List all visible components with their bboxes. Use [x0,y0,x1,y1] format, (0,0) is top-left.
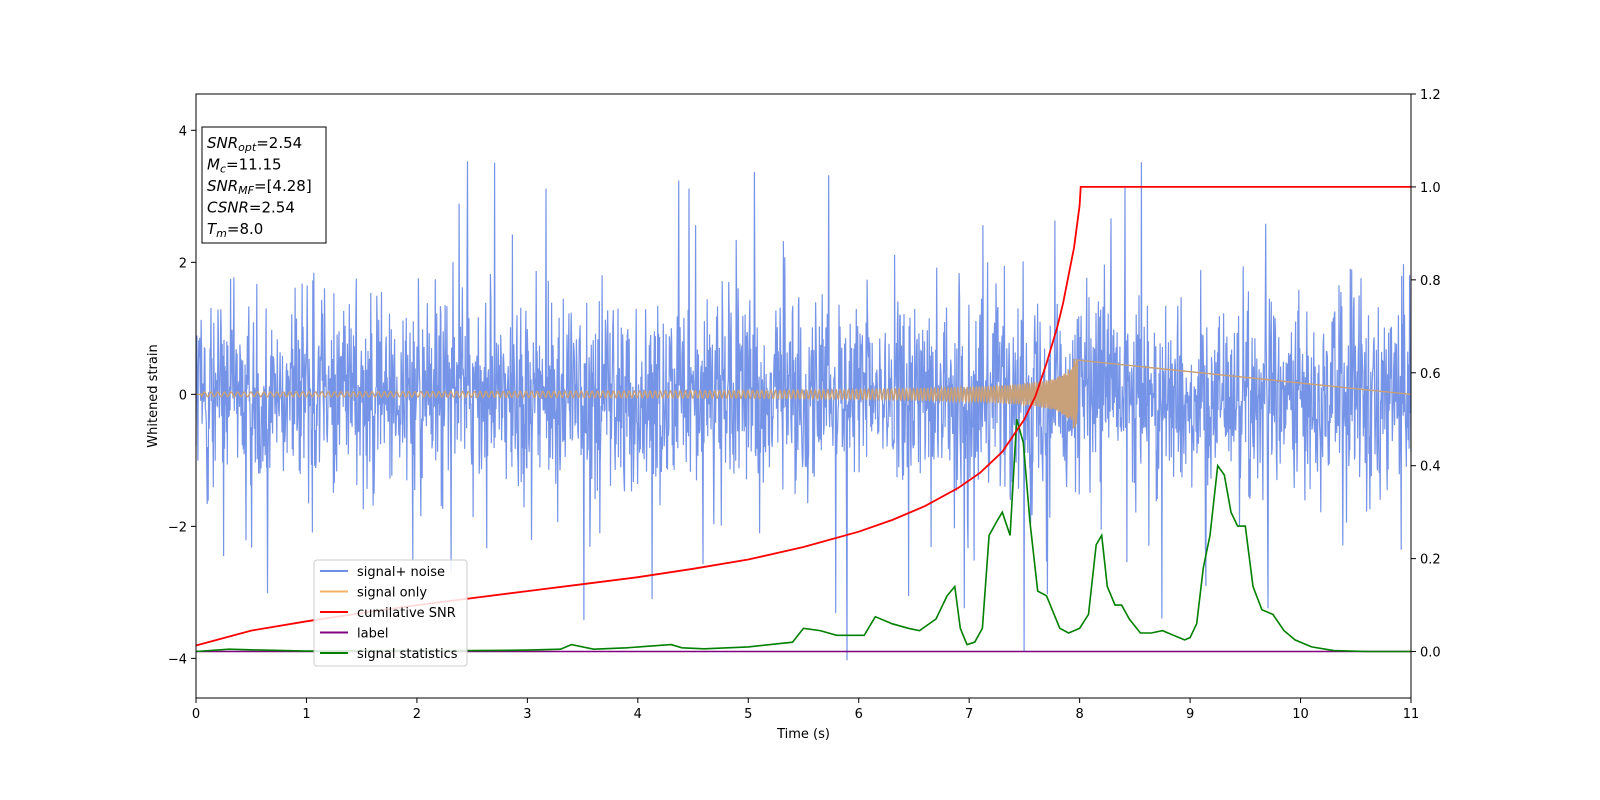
y-tick-label: 2 [179,256,187,271]
info-csnr: CSNR=2.54 [207,199,295,217]
x-axis: 0 1 2 3 4 5 6 7 8 9 10 11 [192,698,1419,722]
y2-tick-label: 0.2 [1420,553,1441,568]
x-tick-label: 11 [1403,707,1420,722]
x-tick-label: 1 [302,707,310,722]
info-snr-mf: SNRMF=[4.28] [207,177,312,197]
x-tick-label: 4 [634,707,642,722]
x-tick-label: 9 [1186,707,1194,722]
legend-label: signal+ noise [357,565,445,580]
x-tick-label: 3 [523,707,531,722]
y2-tick-label: 0.0 [1420,646,1441,661]
y2-tick-label: 1.0 [1420,181,1441,196]
x-tick-label: 6 [855,707,863,722]
y-axis-label: Whitened strain [146,344,161,447]
info-snr-opt: SNRopt=2.54 [207,134,302,154]
y-tick-label: −2 [168,520,187,535]
y-tick-label: 0 [179,388,187,403]
plot-frame [195,93,1412,699]
info-box-frame [201,126,327,244]
signal-noise-line [195,161,1412,661]
x-tick-label: 8 [1075,707,1083,722]
x-axis-label: Time (s) [776,727,830,742]
y-tick-label: −4 [168,652,187,667]
signal-only-series [196,358,1412,429]
legend-label: cumilative SNR [357,606,456,621]
info-box: SNRopt=2.54 Mc=11.15 SNRMF=[4.28] CSNR=2… [201,126,327,244]
y2-tick-label: 1.2 [1420,88,1441,103]
legend-label: label [357,627,388,642]
signal-statistics-series [195,418,1411,653]
y2-tick-label: 0.4 [1420,460,1441,475]
legend-label: signal statistics [357,647,458,662]
signal-noise-series [195,161,1412,661]
x-tick-label: 7 [965,707,973,722]
info-merger-time: Tm=8.0 [207,220,263,240]
legend: signal+ noise signal only cumilative SNR la… [313,559,468,667]
x-tick-label: 0 [192,707,200,722]
y2-tick-label: 0.6 [1420,367,1441,382]
y-tick-label: 4 [179,124,187,139]
legend-label: signal only [357,586,427,601]
info-chirp-mass: Mc=11.15 [207,156,282,176]
x-tick-label: 5 [744,707,752,722]
legend-frame [313,559,468,667]
y-axis-right: 0.0 0.2 0.4 0.6 0.8 1.0 1.2 [1411,88,1441,661]
signal-statistics-line [195,418,1411,653]
x-tick-label: 2 [413,707,421,722]
y2-tick-label: 0.8 [1420,274,1441,289]
y-axis-left: −4 −2 0 2 4 [168,124,196,667]
x-tick-label: 10 [1292,707,1309,722]
signal-only-line [196,358,1412,429]
